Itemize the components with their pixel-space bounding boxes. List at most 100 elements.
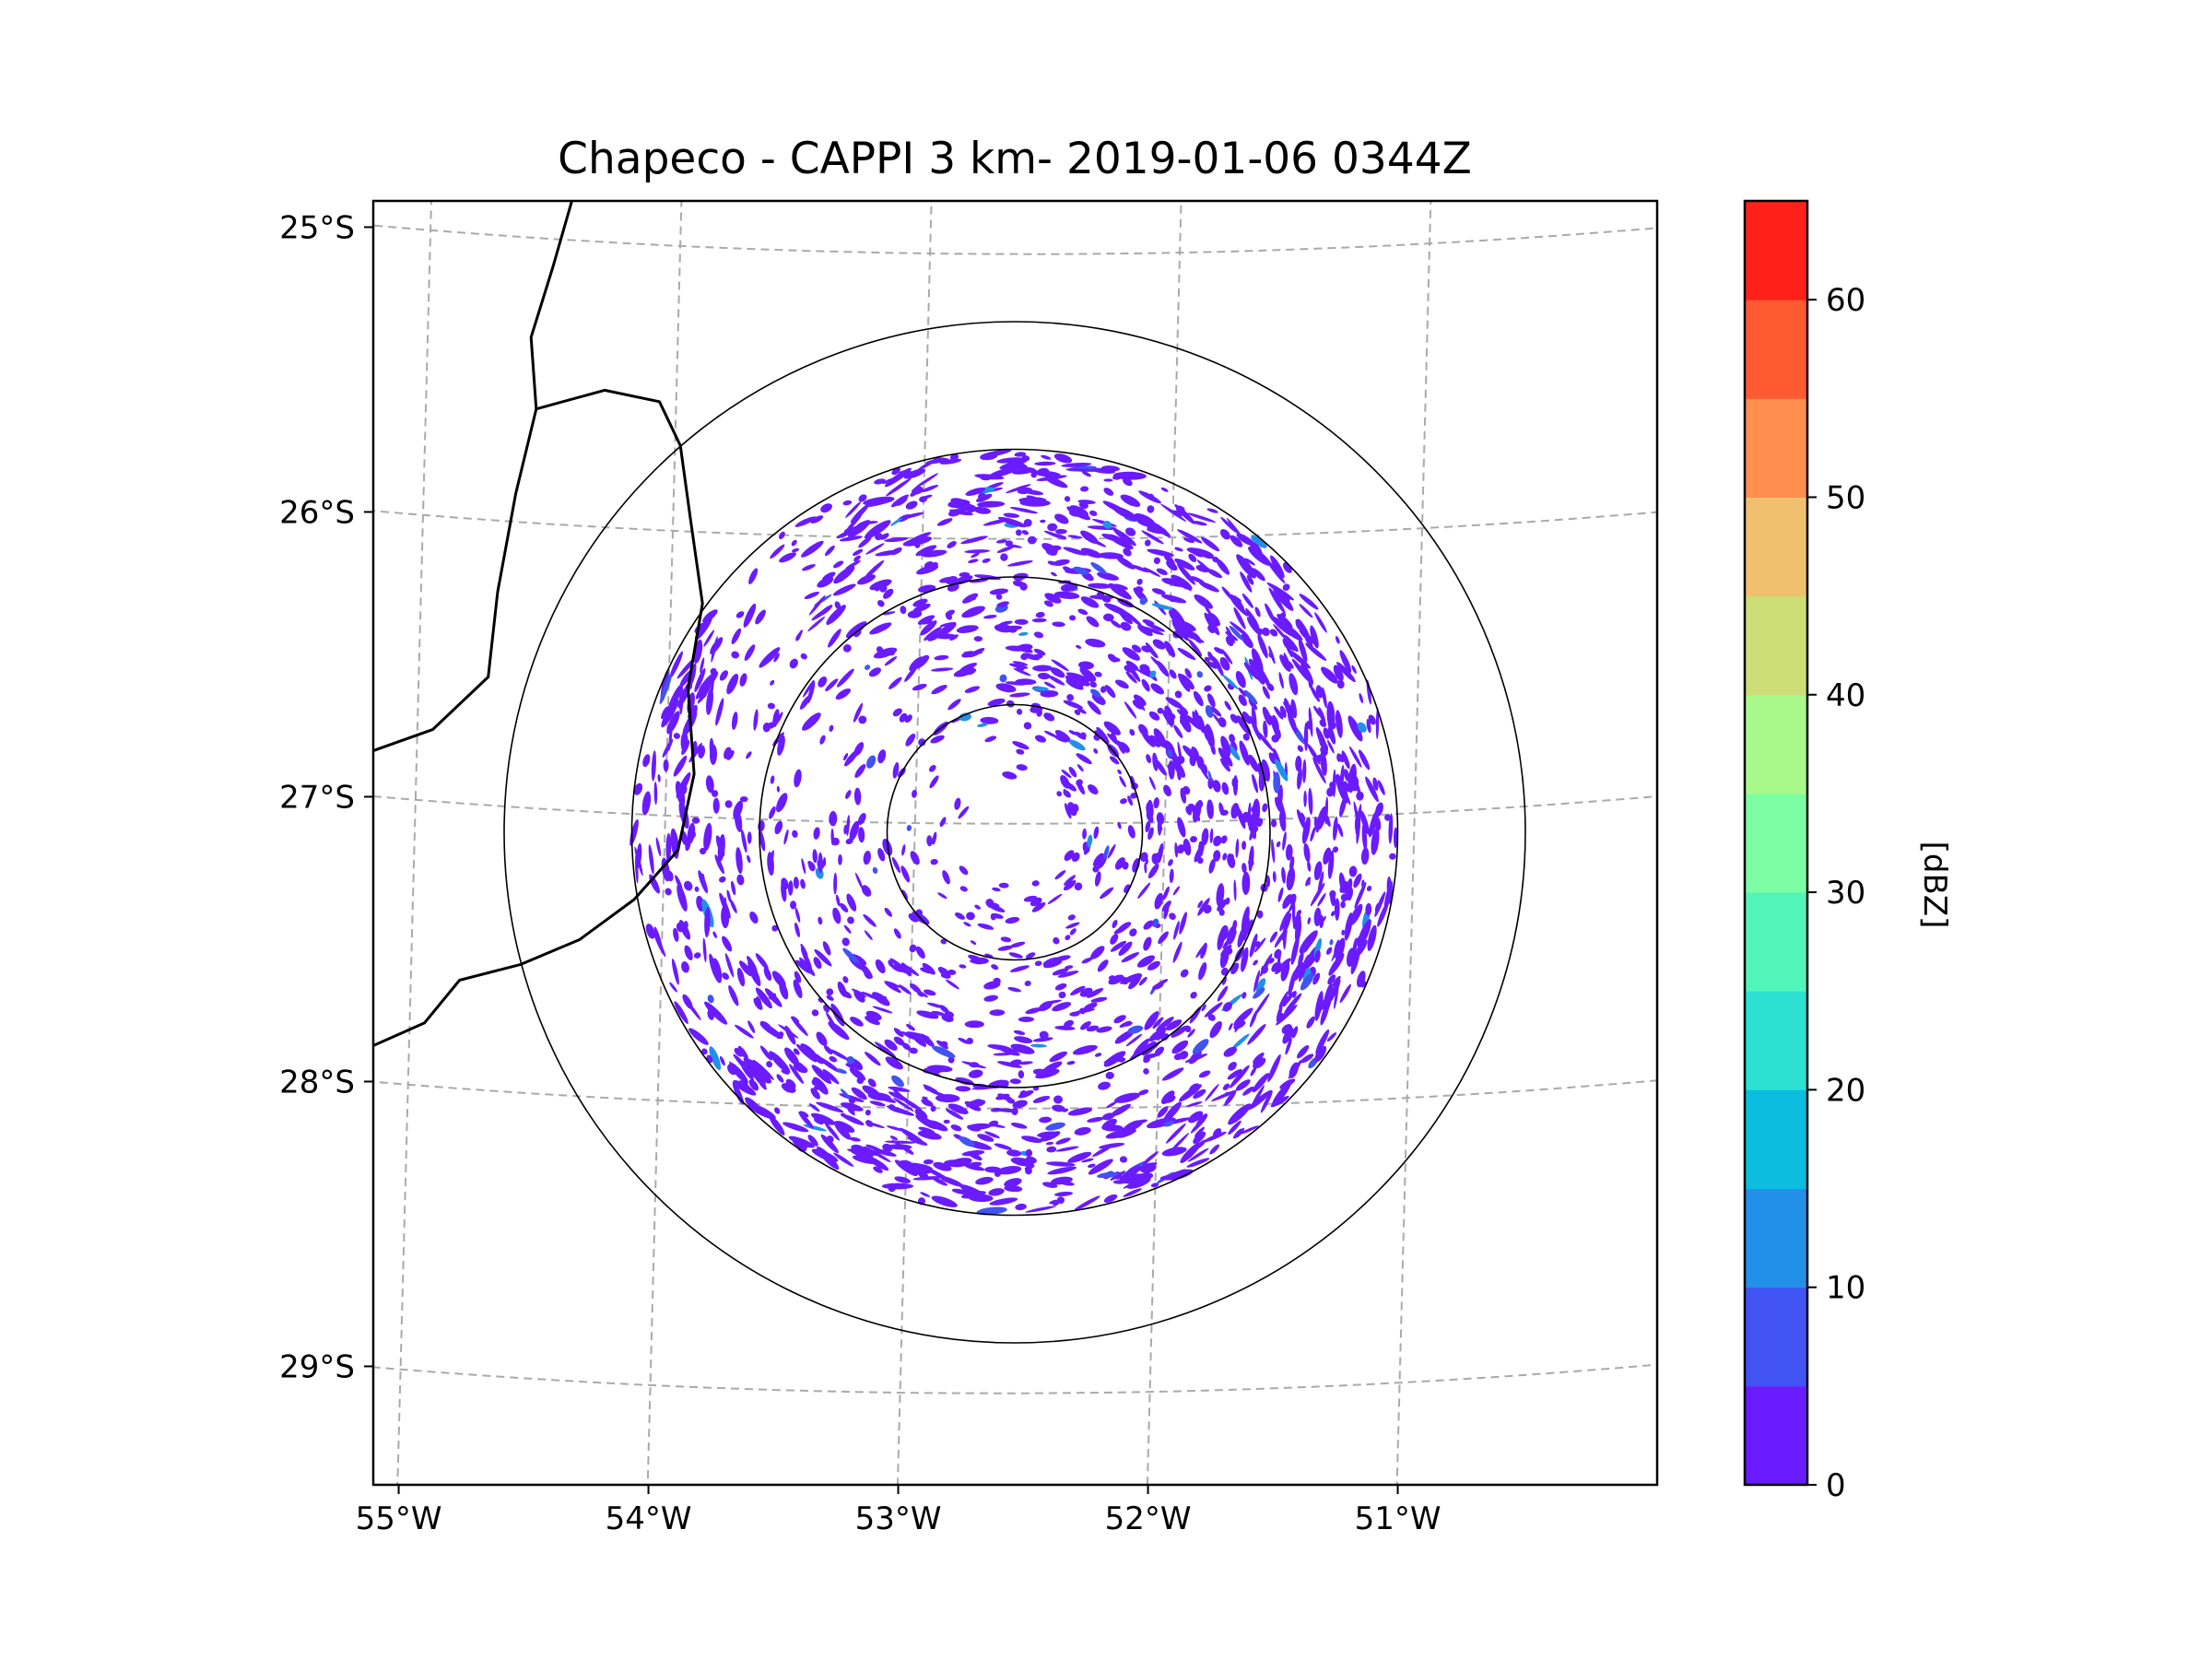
echo-cell (877, 749, 887, 764)
echo-cell (1096, 726, 1110, 745)
echo-cell (959, 886, 968, 892)
echo-cell (1198, 582, 1219, 593)
echo-cell (1180, 969, 1189, 978)
echo-cell (1108, 582, 1132, 600)
echo-cell (1351, 665, 1357, 674)
echo-cell (1323, 982, 1334, 1015)
echo-cell (1338, 872, 1347, 894)
echo-cell (1074, 882, 1083, 891)
echo-cell (916, 564, 939, 575)
echo-cell (1352, 937, 1358, 956)
echo-cell (1326, 787, 1335, 797)
colorbar-tick-label: 50 (1826, 479, 1865, 516)
echo-cell (1226, 517, 1245, 542)
echo-cell (1033, 648, 1046, 656)
echo-cell (738, 1060, 763, 1081)
echo-cell (1377, 780, 1385, 795)
echo-cell (1313, 817, 1320, 833)
colorbar-segment (1745, 892, 1807, 992)
echo-cell (1087, 700, 1101, 715)
echo-cell (1177, 817, 1186, 838)
echo-cell (1073, 566, 1088, 575)
echo-cell (989, 1009, 1006, 1017)
echo-cell (908, 532, 932, 544)
echo-cell (808, 1103, 820, 1112)
echo-cell (889, 1135, 899, 1141)
echo-cell (1012, 1100, 1028, 1109)
echo-cell (702, 609, 718, 623)
echo-cell (1213, 835, 1222, 847)
echo-cell (661, 699, 679, 728)
echo-cell (1217, 985, 1229, 1002)
echo-cell (926, 1002, 945, 1008)
echo-cell (929, 775, 939, 789)
echo-cell (799, 957, 816, 977)
echo-cell (1039, 1030, 1049, 1040)
echo-cell (1012, 661, 1029, 666)
echo-cell (1316, 806, 1327, 830)
y-axis-ticks: 25°S 26°S 27°S 28°S 29°S (279, 209, 373, 1385)
colorbar-tick-label: 20 (1826, 1072, 1865, 1109)
echo-cell (1070, 985, 1086, 996)
echo-cell (958, 806, 970, 819)
echo-cell (1012, 741, 1030, 750)
echo-cell (909, 656, 924, 672)
echo-cell (1010, 941, 1026, 948)
echo-cell (1068, 739, 1086, 751)
echo-cell (909, 944, 917, 953)
echo-cell (923, 1084, 938, 1093)
echo-cell (1286, 866, 1296, 891)
echo-cell (1321, 666, 1338, 684)
echo-cell (1195, 853, 1201, 861)
echo-cell (778, 531, 785, 540)
echo-cell (954, 912, 966, 920)
echo-cell (1310, 882, 1325, 907)
echo-cell (1361, 879, 1365, 889)
echo-cell (1271, 1081, 1292, 1107)
echo-cell (976, 1206, 1007, 1216)
echo-cell (756, 995, 762, 1006)
echo-cell (1204, 1002, 1223, 1018)
echo-cell (766, 1061, 772, 1068)
echo-cell (932, 1045, 956, 1058)
echo-cell (785, 1078, 796, 1089)
plot-area-background (373, 201, 1657, 1485)
echo-cell (991, 964, 999, 971)
echo-cell (858, 536, 872, 548)
echo-cell (1274, 759, 1288, 782)
echo-cell (973, 574, 1001, 581)
echo-cell (968, 1069, 983, 1078)
echo-cell (1141, 530, 1164, 545)
echo-cell (888, 1104, 896, 1111)
echo-cell (1045, 1122, 1065, 1131)
echo-cell (1220, 735, 1231, 757)
state-borders (373, 201, 704, 1048)
echo-cell (899, 712, 908, 723)
echo-cell (1191, 747, 1200, 760)
echo-cell (779, 981, 789, 1000)
echo-cell (1141, 626, 1164, 636)
echo-cell (1207, 1014, 1216, 1021)
colorbar-segment (1745, 497, 1807, 597)
echo-cell (1292, 913, 1301, 930)
echo-cell (1018, 631, 1029, 636)
echo-cell (1204, 685, 1212, 692)
echo-cell (980, 716, 999, 724)
echo-cell (1107, 733, 1122, 747)
echo-cell (1249, 933, 1258, 958)
echo-cell (1101, 534, 1123, 542)
echo-cell (959, 712, 971, 722)
echo-cell (1282, 1027, 1294, 1044)
echo-cell (1282, 583, 1290, 592)
echo-cell (774, 1107, 781, 1114)
echo-cell (949, 453, 959, 461)
echo-cell (1322, 687, 1327, 709)
echo-cell (726, 889, 732, 902)
echo-cell (1221, 782, 1230, 795)
echo-cell (1103, 613, 1114, 622)
echo-cell (1112, 657, 1121, 663)
echo-cell (753, 997, 763, 1010)
echo-cell (1177, 563, 1195, 585)
echo-cell (791, 539, 797, 547)
echo-cell (841, 937, 850, 947)
